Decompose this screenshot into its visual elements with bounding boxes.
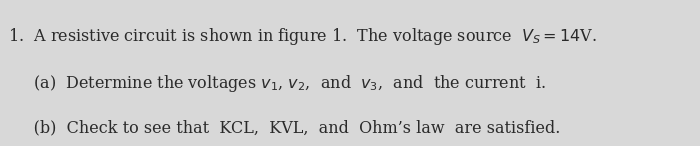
Text: (b)  Check to see that  KCL,  KVL,  and  Ohm’s law  are satisfied.: (b) Check to see that KCL, KVL, and Ohm’…: [8, 120, 561, 137]
Text: 1.  A resistive circuit is shown in figure 1.  The voltage source  $V_S = 14$V.: 1. A resistive circuit is shown in figur…: [8, 26, 598, 47]
Text: (a)  Determine the voltages $v_1$, $v_2$,  and  $v_3$,  and  the current  i.: (a) Determine the voltages $v_1$, $v_2$,…: [8, 73, 547, 94]
